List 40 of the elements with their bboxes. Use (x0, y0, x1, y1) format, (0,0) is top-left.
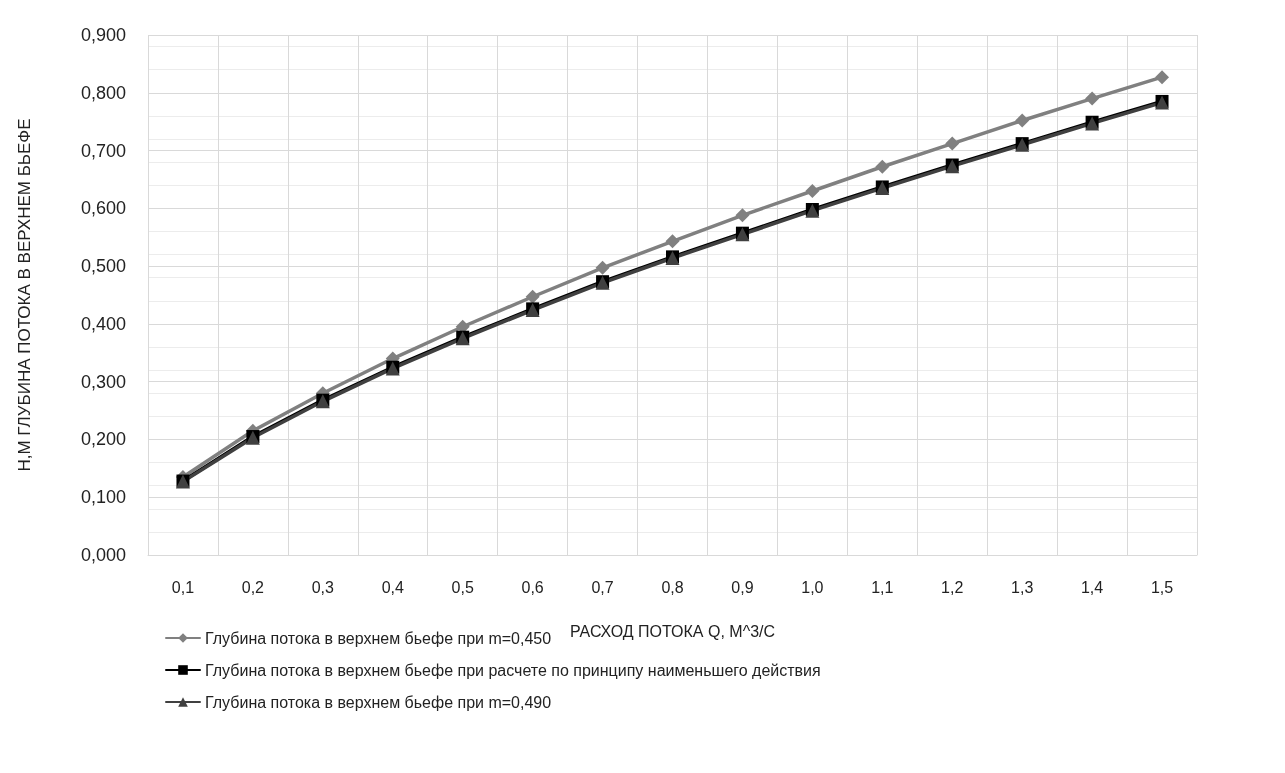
point (1155, 70, 1170, 85)
x-tick-label: 0,8 (661, 578, 684, 596)
point (665, 234, 680, 249)
y-tick-label: 0,000 (80, 545, 126, 565)
x-tick-label: 1,1 (871, 578, 894, 596)
legend-label: Глубина потока в верхнем бьефе при расчете по принципу наименьшего действия (205, 661, 821, 679)
x-tick-label: 1,3 (1011, 578, 1034, 596)
y-tick-label: 0,600 (80, 198, 126, 219)
x-tick-label: 1,4 (1080, 578, 1104, 596)
x-tick-label: 1,5 (1150, 578, 1174, 596)
x-tick-label: 0,2 (241, 578, 265, 596)
point (1015, 113, 1030, 128)
x-tick-label: 0,3 (311, 578, 335, 596)
y-tick-label: 0,100 (80, 487, 126, 508)
x-tick-label: 0,6 (521, 578, 544, 596)
point (735, 208, 750, 223)
point (805, 184, 820, 198)
legend-label: Глубина потока в верхнем бьефе при m=0,450 (205, 629, 552, 647)
y-tick-label: 0,900 (80, 25, 126, 45)
x-tick-label: 1,2 (941, 578, 964, 596)
y-tick-label: 0,300 (80, 371, 126, 392)
point (875, 159, 890, 174)
x-axis-title: РАСХОД ПОТОКА Q, М^3/С (569, 622, 776, 640)
y-tick-label: 0,500 (80, 256, 126, 277)
x-tick-label: 0,5 (451, 578, 474, 596)
x-tick-label: 0,4 (381, 578, 404, 596)
y-tick-label: 0,200 (80, 429, 126, 450)
x-tick-label: 0,1 (171, 578, 195, 596)
point (945, 136, 960, 151)
y-axis-title: Н,М ГЛУБИНА ПОТОКА В ВЕРХНЕМ БЬЕФЕ (15, 118, 34, 472)
x-tick-label: 0,9 (731, 578, 754, 596)
y-tick-label: 0,400 (80, 313, 126, 334)
point (525, 289, 540, 304)
x-tick-label: 0,7 (591, 578, 614, 596)
legend-label: Глубина потока в верхнем бьефе при m=0,490 (205, 693, 552, 711)
point (595, 260, 610, 275)
point (1085, 91, 1100, 106)
y-tick-label: 0,800 (80, 82, 126, 103)
x-tick-label: 1,0 (801, 578, 824, 596)
y-tick-label: 0,700 (80, 140, 126, 161)
